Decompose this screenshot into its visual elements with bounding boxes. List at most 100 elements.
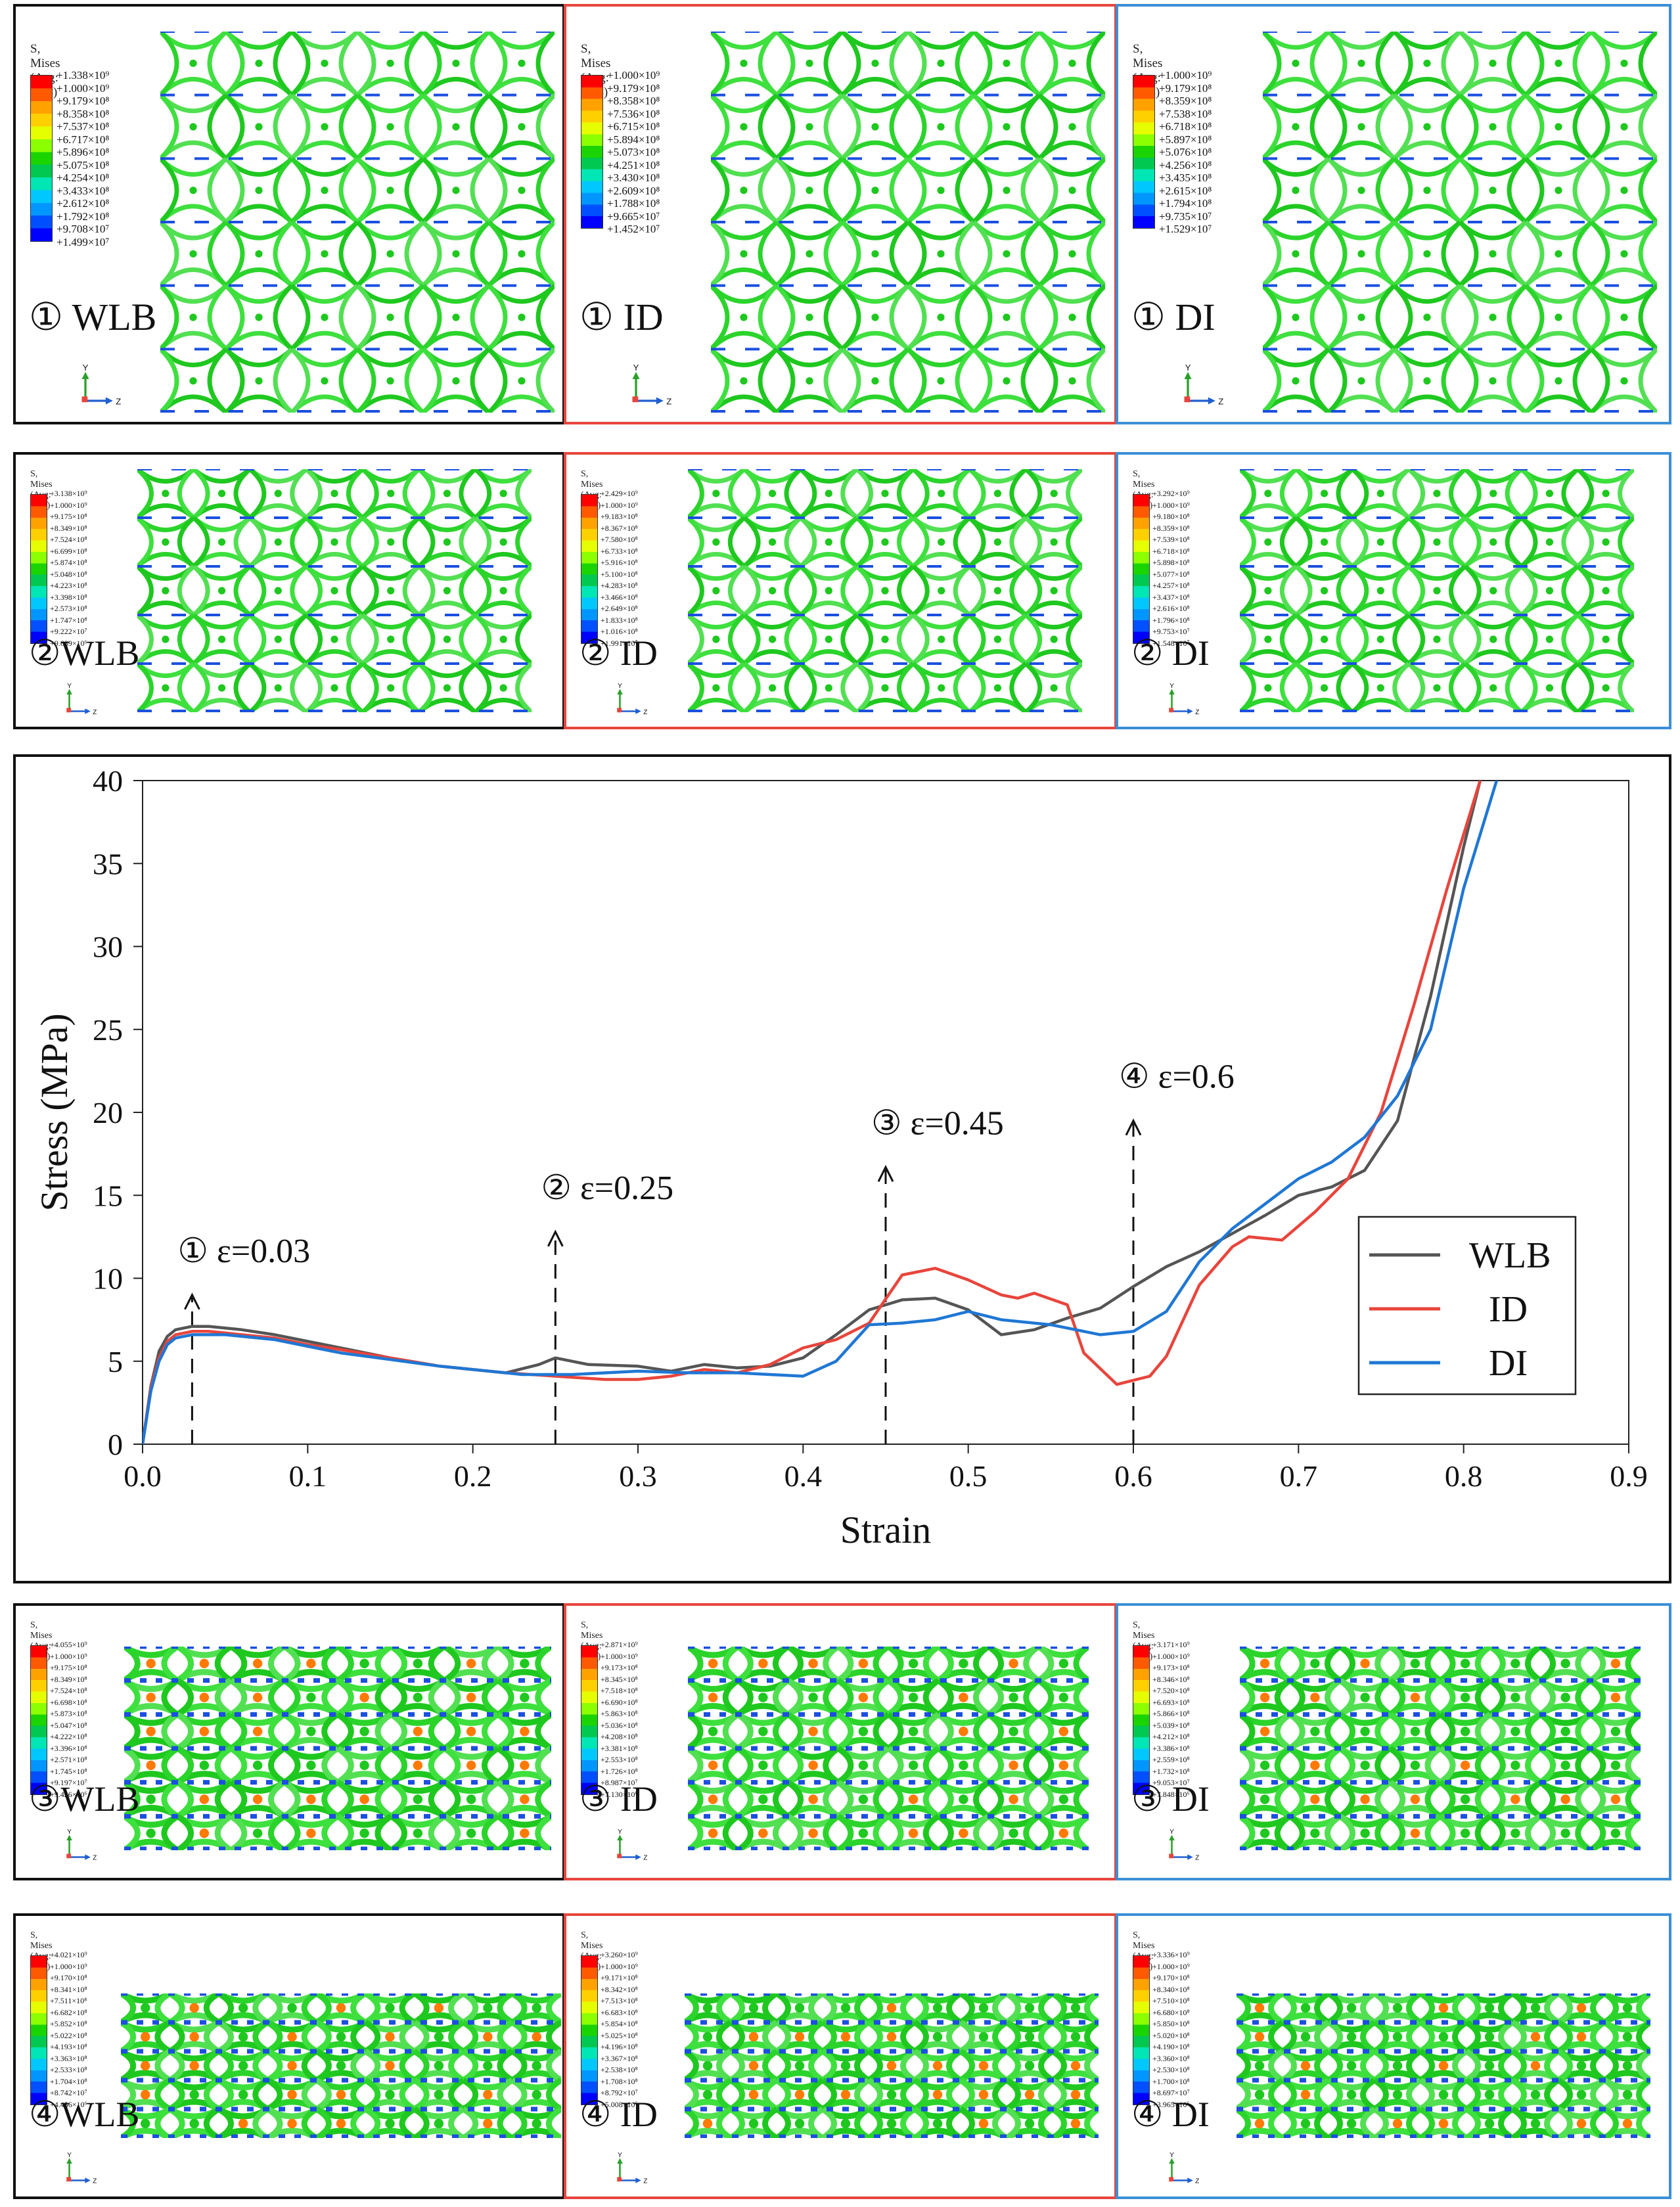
lattice-node bbox=[386, 59, 394, 67]
lattice-node bbox=[518, 123, 526, 131]
lattice-node bbox=[217, 489, 226, 497]
lattice-strut bbox=[154, 2020, 171, 2054]
lattice-strut bbox=[953, 469, 971, 520]
lattice-node bbox=[712, 635, 720, 643]
panel-label: ① DI bbox=[1131, 296, 1215, 338]
lattice-node bbox=[825, 684, 832, 692]
lattice-node bbox=[1300, 2003, 1311, 2013]
lattice-strut bbox=[459, 516, 477, 568]
lattice-node bbox=[1484, 2089, 1495, 2100]
lattice-node bbox=[1602, 635, 1610, 643]
y-arrowhead bbox=[66, 2158, 72, 2164]
lattice-strut bbox=[417, 662, 436, 712]
z-axis-letter: Z bbox=[643, 2178, 647, 2185]
lattice-strut bbox=[214, 1712, 233, 1751]
lattice-strut bbox=[775, 2106, 791, 2138]
lattice-strut bbox=[459, 662, 477, 712]
lattice-node bbox=[702, 2118, 713, 2129]
lattice-strut bbox=[1086, 156, 1105, 224]
lattice-node bbox=[1058, 1693, 1069, 1702]
lattice-node bbox=[1410, 1760, 1420, 1771]
lattice-strut bbox=[487, 93, 508, 160]
lattice-strut bbox=[470, 156, 491, 224]
legend-color-bar bbox=[1133, 75, 1155, 229]
lattice-strut bbox=[897, 469, 915, 520]
y-axis-letter: Y bbox=[618, 1829, 622, 1836]
lattice-node bbox=[434, 2089, 444, 2100]
lattice-contour-plot bbox=[137, 469, 532, 712]
lattice-strut bbox=[535, 1677, 551, 1718]
lattice-strut bbox=[1441, 347, 1462, 413]
lattice-strut bbox=[823, 1712, 840, 1751]
legend-value: +6.717×10⁸ bbox=[57, 133, 110, 146]
lattice-strut bbox=[1024, 516, 1043, 568]
lattice-strut bbox=[1424, 1813, 1442, 1850]
lattice-node bbox=[840, 2032, 851, 2042]
strain-marker-arrowhead bbox=[547, 1229, 564, 1247]
lattice-node bbox=[932, 2118, 943, 2129]
legend-value: +5.894×10⁸ bbox=[607, 133, 660, 146]
lattice-node bbox=[306, 1693, 316, 1702]
lattice-strut bbox=[1524, 220, 1545, 288]
lattice-node bbox=[255, 250, 263, 258]
lattice-strut bbox=[1520, 469, 1538, 520]
lattice-strut bbox=[1023, 1712, 1041, 1751]
lattice-strut bbox=[911, 516, 930, 568]
lattice-strut bbox=[338, 347, 359, 413]
lattice-node bbox=[189, 2118, 199, 2129]
lattice-strut bbox=[389, 1779, 408, 1819]
lattice-strut bbox=[421, 284, 442, 351]
lattice-node bbox=[1376, 587, 1384, 595]
lattice-node bbox=[217, 587, 226, 595]
lattice-strut bbox=[1572, 93, 1593, 160]
lattice-strut bbox=[1294, 662, 1313, 712]
lattice-strut bbox=[1636, 2020, 1650, 2054]
lattice-strut bbox=[1375, 32, 1396, 97]
lattice-node bbox=[1433, 684, 1441, 692]
lattice-node bbox=[1050, 489, 1058, 497]
lattice-node bbox=[1555, 187, 1562, 194]
lattice-node bbox=[1254, 2032, 1265, 2042]
lattice-strut bbox=[1590, 2049, 1606, 2083]
lattice-node bbox=[1310, 1726, 1320, 1737]
lattice-strut bbox=[511, 2078, 528, 2112]
lattice-node bbox=[1410, 1658, 1420, 1669]
lattice-strut bbox=[1373, 2049, 1389, 2083]
legend-color-bar bbox=[30, 494, 47, 644]
lattice-strut bbox=[840, 613, 859, 666]
lattice-strut bbox=[1263, 156, 1282, 224]
lattice-node bbox=[483, 2003, 493, 2013]
lattice-node bbox=[217, 684, 226, 692]
lattice-strut bbox=[959, 2078, 975, 2112]
lattice-strut bbox=[304, 613, 323, 666]
lattice-strut bbox=[1392, 93, 1413, 160]
legend-value: +3.398×10⁸ bbox=[50, 592, 87, 602]
lattice-strut bbox=[137, 516, 154, 568]
lattice-strut bbox=[252, 2106, 269, 2138]
lattice-node bbox=[1555, 59, 1562, 67]
lattice-node bbox=[1576, 2060, 1587, 2071]
lattice-node bbox=[1009, 1693, 1018, 1702]
lattice-strut bbox=[1038, 1993, 1055, 2025]
legend-color-bar bbox=[581, 494, 598, 644]
lattice-strut bbox=[470, 220, 491, 288]
lattice-strut bbox=[535, 1813, 551, 1850]
lattice-strut bbox=[470, 93, 491, 160]
lattice-strut bbox=[959, 2020, 975, 2054]
lattice-node bbox=[217, 538, 226, 546]
legend-value: +9.689×10⁶ bbox=[50, 638, 87, 648]
lattice-strut bbox=[535, 93, 555, 160]
x-axis-dot bbox=[66, 1854, 72, 1859]
lattice-node bbox=[871, 187, 879, 194]
lattice-strut bbox=[214, 1813, 233, 1850]
legend-value: +5.866×10⁸ bbox=[1152, 1709, 1190, 1718]
lattice-strut bbox=[1360, 2078, 1376, 2112]
legend-value: +5.874×10⁸ bbox=[50, 558, 87, 567]
lattice-strut bbox=[786, 1779, 804, 1819]
lattice-strut bbox=[1589, 1746, 1606, 1785]
y-tick-label: 35 bbox=[93, 847, 123, 880]
lattice-node bbox=[768, 538, 777, 546]
lattice-strut bbox=[515, 469, 532, 520]
lattice-strut bbox=[821, 2078, 837, 2112]
lattice-strut bbox=[497, 1993, 514, 2025]
